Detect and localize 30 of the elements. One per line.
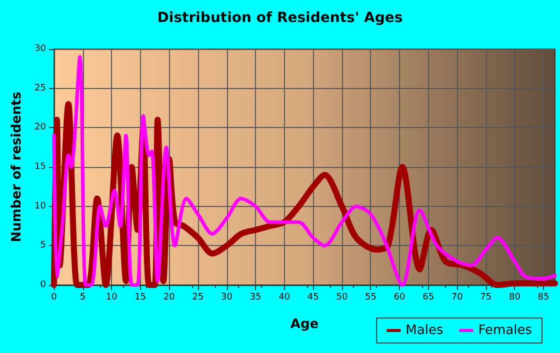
y-tick-label: 30 <box>34 44 46 54</box>
y-tick-label: 10 <box>34 201 46 212</box>
x-tick-label: 0 <box>51 292 58 302</box>
x-tick-label: 10 <box>106 292 118 302</box>
x-tick-label: 60 <box>394 292 406 302</box>
chart-title: Distribution of Residents' Ages <box>157 10 403 26</box>
y-tick-label: 15 <box>34 162 46 172</box>
x-tick-label: 80 <box>508 292 521 302</box>
x-tick-label: 55 <box>365 292 376 302</box>
x-tick-label: 75 <box>480 292 492 302</box>
x-tick-label: 20 <box>163 292 176 302</box>
x-tick-label: 25 <box>192 292 204 302</box>
y-tick-label: 20 <box>34 122 46 133</box>
legend-label: Males <box>406 323 444 338</box>
x-axis-title: Age <box>290 317 319 332</box>
x-tick-label: 40 <box>278 292 290 302</box>
y-tick-label: 0 <box>40 280 46 290</box>
x-tick-label: 30 <box>221 292 233 302</box>
x-tick-label: 65 <box>422 292 434 302</box>
x-tick-label: 5 <box>80 292 86 302</box>
x-tick-label: 45 <box>307 292 319 302</box>
y-axis-title: Number of residents <box>10 91 25 242</box>
x-tick-label: 50 <box>336 292 348 302</box>
x-tick-label: 35 <box>250 292 262 302</box>
y-tick-label: 5 <box>40 240 46 251</box>
x-tick-label: 15 <box>134 292 146 302</box>
y-tick-label: 25 <box>34 83 46 94</box>
legend-label: Females <box>478 323 532 338</box>
x-tick-label: 85 <box>538 292 550 302</box>
x-tick-label: 70 <box>451 292 464 302</box>
